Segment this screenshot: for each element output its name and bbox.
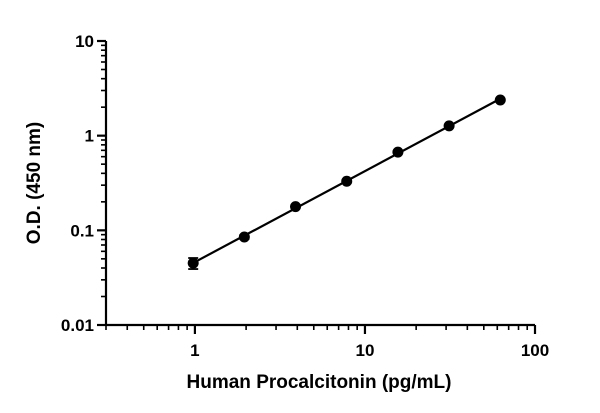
y-tick-label: 10: [75, 32, 94, 51]
y-axis: 0.01 0.1 1 10: [61, 32, 108, 335]
data-point: [494, 94, 506, 106]
y-tick-label: 0.01: [61, 316, 94, 335]
x-tick-label: 100: [521, 341, 549, 360]
data-point: [443, 120, 455, 132]
x-tick-label: 1: [190, 341, 199, 360]
x-axis-title: Human Procalcitonin (pg/mL): [187, 372, 452, 393]
y-tick-label: 0.1: [70, 221, 94, 240]
y-tick-label: 1: [85, 127, 94, 146]
x-axis: 1 10 100: [105, 323, 549, 360]
plot-area: [187, 94, 506, 270]
data-point: [392, 146, 404, 158]
y-axis-title: O.D. (450 nm): [24, 122, 45, 244]
x-tick-label: 10: [355, 341, 374, 360]
data-point: [187, 257, 199, 269]
data-point: [238, 231, 250, 243]
data-point: [290, 201, 302, 213]
data-point: [341, 175, 353, 187]
